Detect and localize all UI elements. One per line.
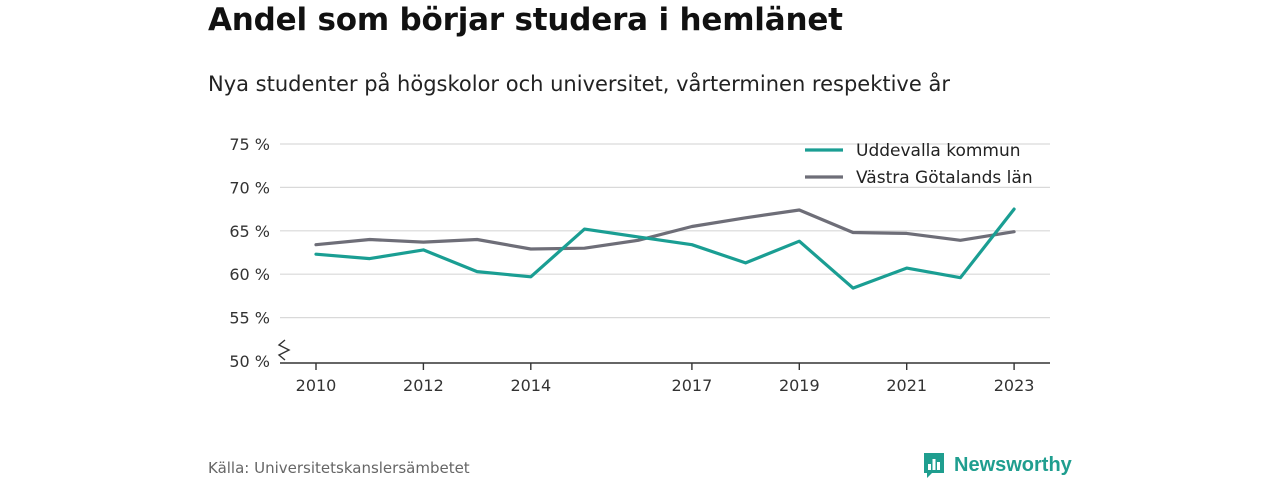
- x-tick-label: 2023: [994, 376, 1035, 395]
- bar-chart-speech-bubble-icon: [924, 453, 944, 478]
- y-tick-label: 60 %: [229, 265, 270, 284]
- chart-title: Andel som börjar studera i hemlänet: [208, 2, 843, 38]
- grid-lines: [280, 143, 1050, 319]
- y-tick-label: 75 %: [229, 135, 270, 154]
- series-line-uddevalla-kommun: [314, 207, 1016, 290]
- y-tick-label: 70 %: [229, 178, 270, 197]
- axis-break-icon: [277, 339, 291, 361]
- x-tick-label: 2010: [296, 376, 337, 395]
- chart-subtitle: Nya studenter på högskolor och universit…: [208, 72, 950, 96]
- series-lines: [314, 207, 1016, 290]
- x-tick-label: 2019: [779, 376, 820, 395]
- x-axis: 2010 2012 2014 2017 2019 2021 2023: [280, 362, 1050, 395]
- y-tick-label: 50 %: [229, 352, 270, 371]
- legend-label: Västra Götalands län: [856, 168, 1033, 188]
- y-axis-ticks: 50 % 55 % 60 % 65 % 70 % 75 %: [229, 135, 291, 371]
- y-tick-label: 55 %: [229, 309, 270, 328]
- legend: Uddevalla kommun Västra Götalands län: [805, 141, 1033, 188]
- newsworthy-logo: Newsworthy: [922, 450, 1072, 480]
- legend-label: Uddevalla kommun: [856, 141, 1021, 161]
- source-note: Källa: Universitetskanslersämbetet: [208, 459, 470, 477]
- x-tick-label: 2021: [886, 376, 927, 395]
- x-tick-label: 2012: [403, 376, 444, 395]
- line-chart: 50 %55 %60 %65 %70 %75 % 2010 2012 2014 201…: [229, 135, 1050, 395]
- logo-text: Newsworthy: [954, 453, 1072, 476]
- x-tick-label: 2014: [510, 376, 551, 395]
- y-tick-label: 65 %: [229, 222, 270, 241]
- x-tick-label: 2017: [672, 376, 713, 395]
- series-line-v-stra-g-talands-l-n: [314, 208, 1016, 251]
